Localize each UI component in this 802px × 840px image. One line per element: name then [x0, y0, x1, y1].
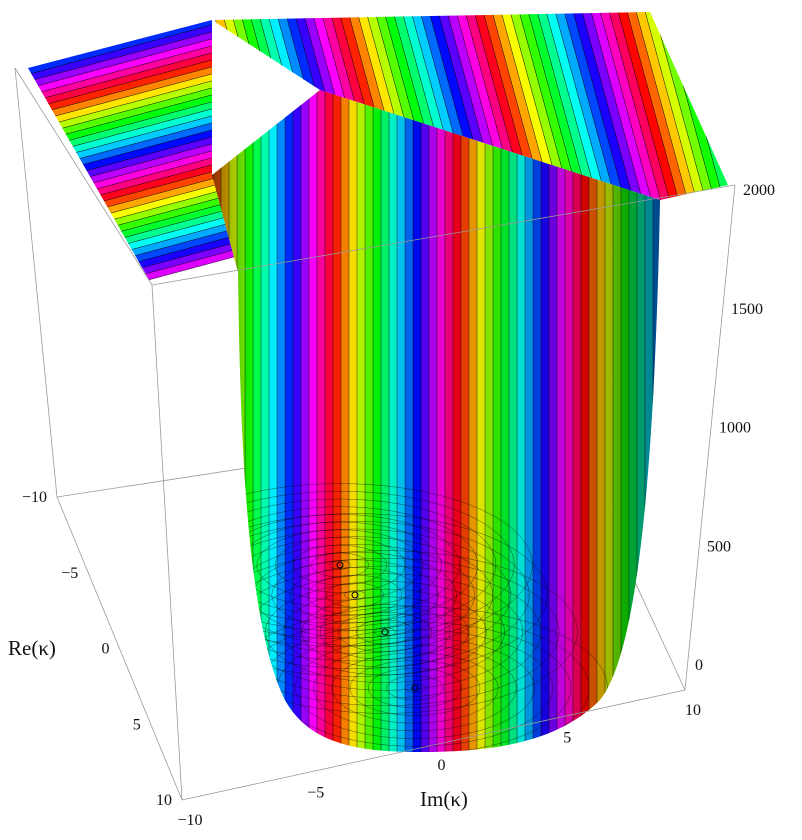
mesh-line: [212, 521, 530, 669]
mesh-line: [356, 619, 414, 645]
x-axis-label: Im(κ): [420, 787, 468, 811]
phase-band: [28, 25, 238, 104]
phase-band: [28, 20, 238, 97]
singular-point: [381, 628, 389, 636]
mesh-line: [212, 498, 497, 632]
phase-band: [515, 12, 586, 200]
mesh-line: [295, 637, 535, 739]
z-tick-label: 2000: [743, 182, 775, 199]
phase-band: [28, 46, 238, 125]
phase-band: [533, 12, 604, 200]
mesh-line: [367, 667, 463, 709]
phase-band: [542, 12, 613, 200]
mesh-line: [404, 683, 426, 693]
phase-band: [605, 12, 676, 200]
phase-band: [551, 12, 622, 200]
z-tick-label: 500: [707, 538, 731, 555]
phase-band: [28, 242, 238, 285]
y-tick-label: 10: [156, 792, 172, 809]
mesh-line: [386, 675, 444, 701]
phase-band: [229, 90, 238, 752]
mesh-line: [331, 652, 499, 724]
x-tick-label: 0: [438, 757, 446, 774]
phase-band: [578, 12, 649, 200]
surface-left-plateau: [28, 20, 238, 285]
y-tick-label: −10: [22, 489, 47, 506]
singular-point: [351, 591, 359, 599]
y-tick-label: −5: [61, 565, 78, 582]
mesh-line: [256, 529, 424, 601]
mesh-line: [212, 483, 533, 647]
phase-band: [221, 90, 230, 752]
x-tick-label: 10: [685, 702, 701, 719]
phase-band: [632, 12, 703, 200]
singular-point: [411, 684, 419, 692]
mesh-line: [212, 513, 548, 677]
x-tick-label: 5: [563, 730, 571, 747]
phase-band: [560, 12, 631, 200]
mesh-line: [289, 567, 421, 623]
z-tick-label: 1000: [719, 420, 751, 437]
phase-band: [213, 90, 222, 752]
phase-band: [28, 235, 238, 285]
z-tick-label: 0: [695, 657, 703, 674]
x-tick-label: −5: [307, 785, 324, 802]
mesh-line: [349, 660, 481, 716]
phase-band: [506, 12, 577, 200]
y-axis-label: Re(κ): [8, 636, 56, 660]
phase-band: [614, 12, 685, 200]
phase-band: [28, 60, 238, 139]
mesh-line: [212, 506, 479, 624]
phase-band: [569, 12, 640, 200]
bounding-box-front: [14, 67, 736, 801]
mesh-line: [212, 528, 512, 662]
mesh-line: [271, 559, 439, 631]
phase-band: [28, 74, 238, 153]
phase-band: [28, 39, 238, 118]
phase-band: [650, 12, 721, 200]
x-tick-label: −10: [177, 812, 202, 829]
axis-ticks: −10 −5 0 5 10 −10 −5 0 5 10 0 500 1000 1500 2000: [22, 182, 775, 829]
mesh-line: [265, 581, 505, 683]
mesh-line: [212, 550, 578, 714]
mesh-line: [313, 644, 517, 732]
z-tick-label: 1500: [731, 301, 763, 318]
mesh-line: [344, 590, 366, 600]
phase-band: [524, 12, 595, 200]
phase-band: [623, 12, 694, 200]
phase-band: [587, 12, 658, 200]
mesh-line: [337, 611, 433, 653]
y-tick-label: 0: [102, 641, 110, 658]
y-tick-label: 5: [133, 716, 141, 733]
phase-band: [28, 53, 238, 132]
mesh-line: [212, 558, 560, 706]
phase-band: [596, 12, 667, 200]
mesh-line: [319, 604, 451, 660]
phase-band: [641, 12, 712, 200]
phase-band: [28, 32, 238, 111]
mesh-line: [283, 588, 487, 676]
phase-band: [28, 67, 238, 146]
phase-band: [28, 20, 238, 90]
